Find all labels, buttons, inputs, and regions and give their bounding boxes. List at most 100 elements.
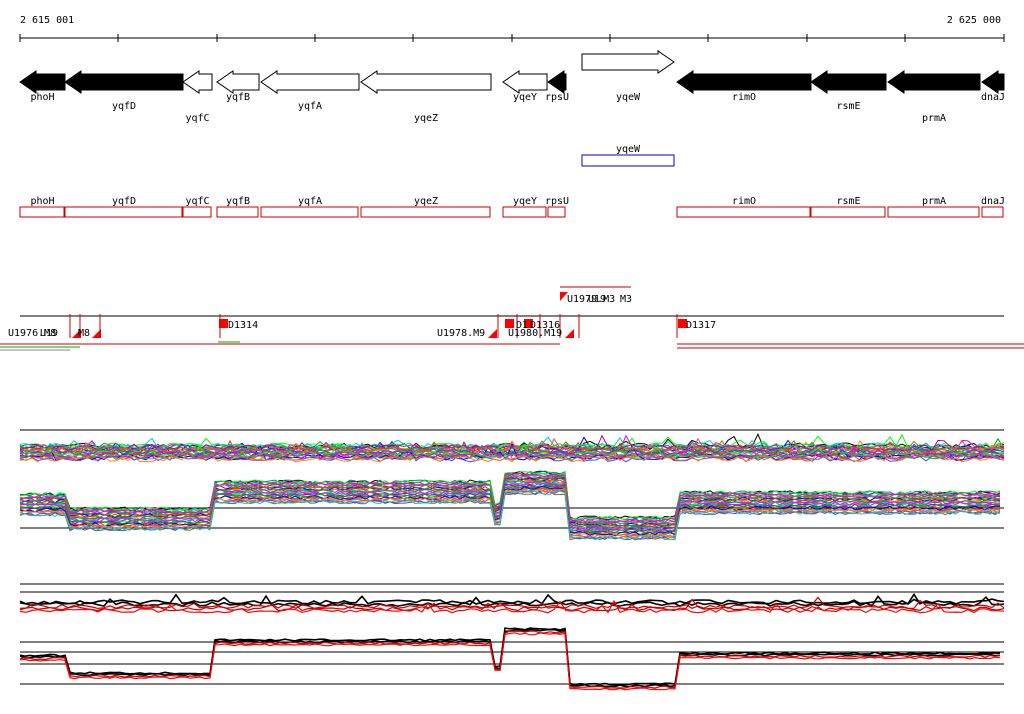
segment-label-overlap: D1: [516, 320, 528, 331]
segment-label: D1317: [686, 320, 716, 331]
ruler-start-label: 2 615 001: [20, 15, 74, 26]
segment-marker-triangle[interactable]: [565, 329, 574, 338]
gene-arrow-dnaJ[interactable]: [981, 70, 1005, 94]
blue-feature-track: yqeW: [581, 144, 675, 167]
gene-arrow-prmA[interactable]: [887, 70, 981, 94]
gene-label: yqfD: [112, 101, 136, 112]
expression-profile-line: [19, 437, 1005, 455]
red-gene-box[interactable]: [547, 206, 566, 218]
gene-label: dnaJ: [981, 92, 1005, 103]
segment-label-overlap: U19: [588, 294, 606, 305]
gene-arrow-rimO[interactable]: [676, 70, 812, 94]
gene-label: rimO: [732, 92, 756, 103]
gene-label: yqeZ: [414, 113, 438, 124]
segment-label: U1978.M9: [437, 328, 485, 339]
expression-profile-line: [19, 488, 1001, 539]
red-gene-box[interactable]: [216, 206, 259, 218]
gene-label: rsmE: [836, 101, 860, 112]
gene-arrow-yqfA[interactable]: [260, 70, 360, 94]
gene-label: yqfC: [185, 113, 209, 124]
red-gene-box[interactable]: [887, 206, 980, 218]
segment-label-overlap: U19: [40, 328, 58, 339]
expression-profile-line: [19, 485, 1001, 536]
gene-label: yqfB: [226, 92, 250, 103]
red-gene-box[interactable]: [19, 206, 65, 218]
gene-label: yqfA: [298, 101, 322, 112]
red-gene-box[interactable]: [260, 206, 359, 218]
expression-profile-line: [19, 488, 1001, 539]
ruler-end-label: 2 625 000: [947, 15, 1001, 26]
segment-marker-square[interactable]: [505, 319, 514, 328]
gene-label: yqeW: [616, 92, 641, 103]
expression-profile-line: [19, 443, 1005, 458]
red-box-label: phoH: [30, 196, 54, 207]
expression-profile-line: [19, 449, 1005, 463]
gene-label: phoH: [30, 92, 54, 103]
red-box-label: yqfC: [185, 196, 209, 207]
expression-profile-line: [19, 479, 1001, 530]
red-box-label: rimO: [732, 196, 756, 207]
red-gene-box[interactable]: [981, 206, 1004, 218]
expression-profile-line: [19, 471, 1001, 521]
red-box-label: yqfA: [298, 196, 322, 207]
red-gene-box[interactable]: [360, 206, 491, 218]
gene-label: rpsU: [545, 92, 569, 103]
red-gene-box[interactable]: [676, 206, 811, 218]
gene-arrow-phoH[interactable]: [19, 70, 66, 94]
gene-arrow-yqfC[interactable]: [182, 70, 213, 94]
red-box-label: yqfD: [112, 196, 136, 207]
red-box-label: rpsU: [545, 196, 569, 207]
summary-profile-line: [19, 630, 1001, 689]
expression-profile-line: [19, 473, 1001, 523]
gene-arrow-yqfB[interactable]: [216, 70, 260, 94]
red-box-label: rsmE: [836, 196, 860, 207]
red-box-label: yqeY: [513, 196, 537, 207]
segment-marker-triangle[interactable]: [488, 329, 497, 338]
blue-feature-box[interactable]: [581, 154, 675, 167]
segment-marker-triangle[interactable]: [72, 329, 81, 338]
segment-label: D1314: [228, 320, 258, 331]
red-box-label: yqeZ: [414, 196, 438, 207]
red-gene-box[interactable]: [810, 206, 886, 218]
gene-arrow-yqeZ[interactable]: [360, 70, 492, 94]
segment-marker-square[interactable]: [524, 319, 533, 328]
gene-arrow-rpsU[interactable]: [547, 70, 567, 94]
gene-arrow-yqeY[interactable]: [502, 70, 548, 94]
segment-label: U1979.M3: [567, 294, 615, 305]
expression-profile-line: [19, 477, 1001, 528]
red-box-label: dnaJ: [981, 196, 1005, 207]
gene-arrow-yqeW[interactable]: [581, 50, 675, 74]
segment-marker-square[interactable]: [219, 319, 228, 328]
segment-label-overlap: M3: [620, 294, 632, 305]
summary-profile-panel: [19, 583, 1005, 691]
segment-label: U1980.M19: [508, 328, 562, 339]
expression-profile-line: [19, 484, 1001, 534]
segment-label-overlap: M8: [78, 328, 90, 339]
expression-profile-line: [19, 445, 1005, 461]
segment-marker-track: U1978.M9 U1980.M19 D1314 D1316 D1317 U1979.M3…: [0, 286, 1024, 351]
red-gene-box[interactable]: [502, 206, 547, 218]
red-gene-box-track: phoH yqfD yqfC yqfB yqfA yqeZ yqeY rpsU rimO rsmE…: [19, 196, 1005, 218]
blue-feature-label: yqeW: [616, 144, 641, 155]
coordinate-ruler: 2 615 001 2 625 000: [19, 15, 1005, 42]
segment-label: D1316: [530, 320, 560, 331]
red-gene-box[interactable]: [64, 206, 183, 218]
gene-arrow-rsmE[interactable]: [810, 70, 887, 94]
summary-profile-line: [19, 599, 1005, 614]
summary-profile-line: [19, 594, 1005, 608]
red-box-label: yqfB: [226, 196, 250, 207]
gene-label: prmA: [922, 113, 946, 124]
expression-profile-line: [19, 481, 1001, 532]
red-box-label: prmA: [922, 196, 946, 207]
gene-annotation-track: phoH yqfD yqfC yqfB yqfA yqeZ yqeY rpsU yqeW rimO…: [19, 50, 1005, 124]
gene-arrow-yqfD[interactable]: [64, 70, 184, 94]
summary-profile-line: [19, 596, 1005, 610]
summary-profile-line: [19, 632, 1001, 691]
gene-label: yqeY: [513, 92, 537, 103]
segment-marker-square[interactable]: [678, 319, 687, 328]
segment-marker-triangle[interactable]: [92, 329, 101, 338]
segment-marker-triangle[interactable]: [560, 292, 568, 301]
summary-profile-line: [19, 598, 1005, 612]
red-gene-box[interactable]: [182, 206, 212, 218]
expression-profile-line: [19, 481, 1001, 532]
